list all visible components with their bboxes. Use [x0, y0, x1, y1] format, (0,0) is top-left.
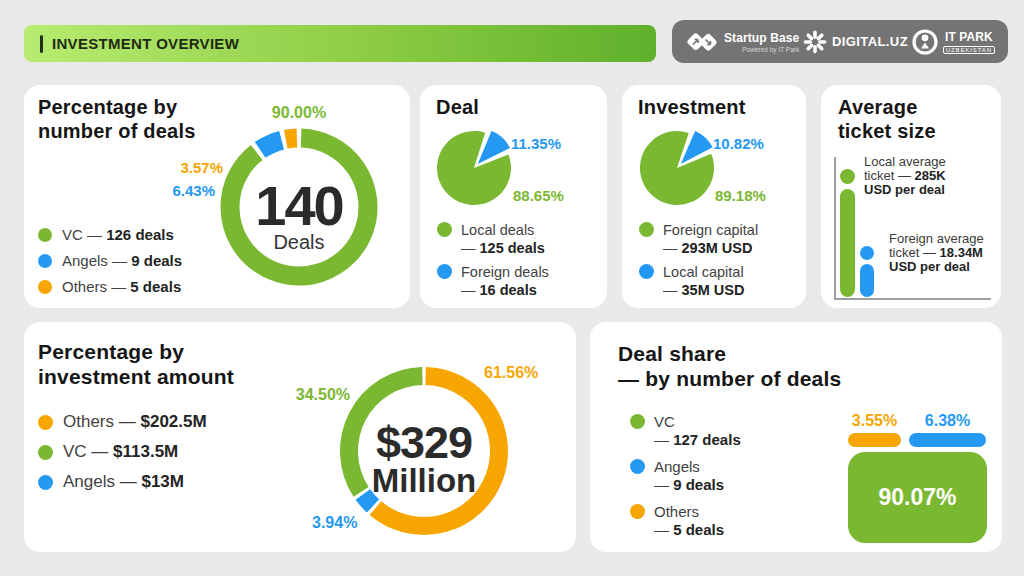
local-deals-percent-label: 88.65%: [513, 187, 564, 204]
startup-base-logo[interactable]: Startup Base Powered by IT Park: [685, 29, 799, 55]
local-ticket-bar: [840, 189, 855, 297]
local-deals-dot-icon: [437, 222, 452, 237]
legend-item-foreign-capital: Foreign capital — 293M USD: [639, 221, 758, 257]
others-percent-label: 3.55%: [848, 412, 901, 430]
vc-percent-label: 34.50%: [270, 386, 350, 404]
investment-pie-chart: [631, 122, 723, 214]
card-percentage-by-investment-amount: Percentage by investment amount Others —…: [24, 322, 576, 552]
others-dot-icon: [630, 504, 645, 519]
legend-item-others: Others — $202.5M: [38, 412, 207, 432]
legend-item-others: Others — 5 deals: [38, 278, 182, 295]
others-dot-icon: [38, 280, 52, 294]
angels-share-bar: [909, 433, 986, 447]
y-axis-line: [834, 157, 836, 299]
vc-share-box: 90.07%: [848, 452, 987, 543]
foreign-ticket-dot-icon: [860, 246, 874, 260]
it-park-badge: UZBEKISTAN: [943, 46, 995, 54]
vc-dot-icon: [630, 414, 645, 429]
card-deal-share: Deal share — by number of deals VC — 127…: [590, 322, 1002, 552]
legend-item-local-capital: Local capital — 35M USD: [639, 263, 744, 299]
foreign-deals-percent-label: 11.35%: [511, 135, 561, 152]
card-title: Average ticket size: [838, 95, 936, 143]
legend-item-others: Others — 5 deals: [630, 503, 724, 539]
foreign-capital-percent-label: 89.18%: [715, 187, 766, 204]
page-title-banner: INVESTMENT OVERVIEW: [24, 25, 656, 62]
vc-dot-icon: [38, 228, 52, 242]
foreign-ticket-label: Foreign average ticket — 18.34M USD per …: [889, 232, 984, 274]
foreign-ticket-bar: [860, 264, 874, 297]
card-title: Investment: [638, 95, 746, 119]
card-title: Percentage by investment amount: [38, 339, 234, 389]
angels-dot-icon: [630, 459, 645, 474]
angels-percent-label: 3.94%: [312, 514, 357, 532]
digital-uz-logo[interactable]: DIGITAL.UZ: [803, 30, 908, 54]
startup-base-name: Startup Base: [724, 31, 799, 45]
partner-logos: Startup Base Powered by IT Park DIGITAL.: [672, 20, 1008, 63]
page-title: INVESTMENT OVERVIEW: [52, 35, 239, 52]
total-deals-number: 140: [214, 173, 384, 238]
legend-item-angels: Angels — 9 deals: [38, 252, 182, 269]
x-axis-line: [834, 298, 991, 300]
others-percent-label: 3.57%: [143, 159, 223, 176]
angels-percent-label: 6.43%: [135, 182, 215, 199]
card-title: Percentage by number of deals: [38, 95, 195, 143]
vc-dot-icon: [38, 445, 53, 460]
it-park-logo[interactable]: IT PARK UZBEKISTAN: [912, 29, 995, 55]
legend-item-vc: VC — $113.5M: [38, 442, 207, 462]
others-dot-icon: [38, 415, 53, 430]
card-investment: Investment 10.82% 89.18% Foreign capital…: [622, 85, 806, 308]
total-amount-caption: Million: [334, 462, 514, 500]
local-capital-percent-label: 10.82%: [713, 135, 764, 152]
investment-overview-dashboard: INVESTMENT OVERVIEW Startup Base Powered…: [0, 0, 1024, 576]
card-title: Deal share — by number of deals: [618, 341, 841, 391]
foreign-deals-dot-icon: [437, 264, 452, 279]
local-ticket-dot-icon: [840, 169, 855, 184]
others-percent-label: 61.56%: [484, 364, 538, 382]
legend-item-vc: VC — 126 deals: [38, 226, 182, 243]
local-capital-dot-icon: [639, 264, 654, 279]
card-title: Deal: [436, 95, 479, 119]
card-average-ticket-size: Average ticket size Local average ticket…: [821, 85, 1001, 308]
angels-percent-label: 6.38%: [909, 412, 986, 430]
legend-item-angels: Angels — 9 deals: [630, 458, 724, 494]
vc-percent-label: 90.07%: [878, 484, 956, 511]
legend-item-local-deals: Local deals — 125 deals: [437, 221, 545, 257]
it-park-name: IT PARK: [945, 30, 993, 44]
vc-percent-label: 90.00%: [249, 104, 349, 122]
deal-pie-chart: [428, 122, 520, 214]
legend-item-vc: VC — 127 deals: [630, 413, 741, 449]
digital-uz-icon: [803, 30, 827, 54]
local-ticket-label: Local average ticket — 285K USD per deal: [864, 155, 946, 197]
title-accent-bar: [40, 35, 43, 53]
card-deal: Deal 11.35% 88.65% Local deals — 125 dea…: [420, 85, 607, 308]
angels-dot-icon: [38, 475, 53, 490]
startup-base-icon: [685, 29, 719, 55]
it-park-icon: [912, 29, 938, 55]
legend: Others — $202.5M VC — $113.5M Angels — $…: [38, 412, 207, 502]
card-percentage-by-number-of-deals: Percentage by number of deals 90.00% 3.5…: [24, 85, 410, 308]
total-deals-caption: Deals: [214, 231, 384, 254]
startup-base-subtitle: Powered by IT Park: [742, 46, 799, 53]
legend: VC — 126 deals Angels — 9 deals Others —…: [38, 226, 182, 304]
angels-dot-icon: [38, 254, 52, 268]
legend-item-foreign-deals: Foreign deals — 16 deals: [437, 263, 549, 299]
legend-item-angels: Angels — $13M: [38, 472, 207, 492]
others-share-bar: [848, 433, 901, 447]
foreign-capital-dot-icon: [639, 222, 654, 237]
digital-uz-name: DIGITAL.UZ: [832, 34, 908, 49]
